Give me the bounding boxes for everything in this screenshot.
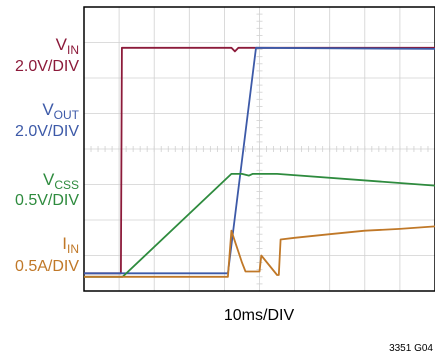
vin-sub: IN	[67, 43, 79, 57]
trace-vout	[84, 46, 435, 275]
iin-sub: IN	[67, 242, 79, 256]
traces	[84, 46, 435, 278]
x-axis-label: 10ms/DIV	[224, 307, 295, 324]
label-vcss: VCSS	[43, 170, 79, 192]
grid	[84, 7, 435, 291]
scale-vin: 2.0V/DIV	[15, 58, 79, 75]
vcss-sub: CSS	[54, 178, 79, 192]
label-vin: VIN	[56, 35, 79, 57]
plot-frame	[83, 6, 435, 292]
scale-iin: 0.5A/DIV	[15, 258, 79, 275]
label-vout: VOUT	[42, 100, 79, 122]
figure-id: 3351 G04	[389, 343, 433, 354]
scale-vout: 2.0V/DIV	[15, 123, 79, 140]
vout-sub: OUT	[54, 108, 80, 122]
iin-main: I	[62, 234, 67, 253]
vin-main: V	[56, 35, 68, 54]
scale-vcss: 0.5V/DIV	[15, 192, 79, 209]
trace-iin	[84, 225, 435, 278]
label-iin: IIN	[62, 234, 79, 256]
vcss-main: V	[43, 170, 55, 189]
vout-main: V	[42, 100, 54, 119]
trace-vcss	[84, 172, 435, 278]
